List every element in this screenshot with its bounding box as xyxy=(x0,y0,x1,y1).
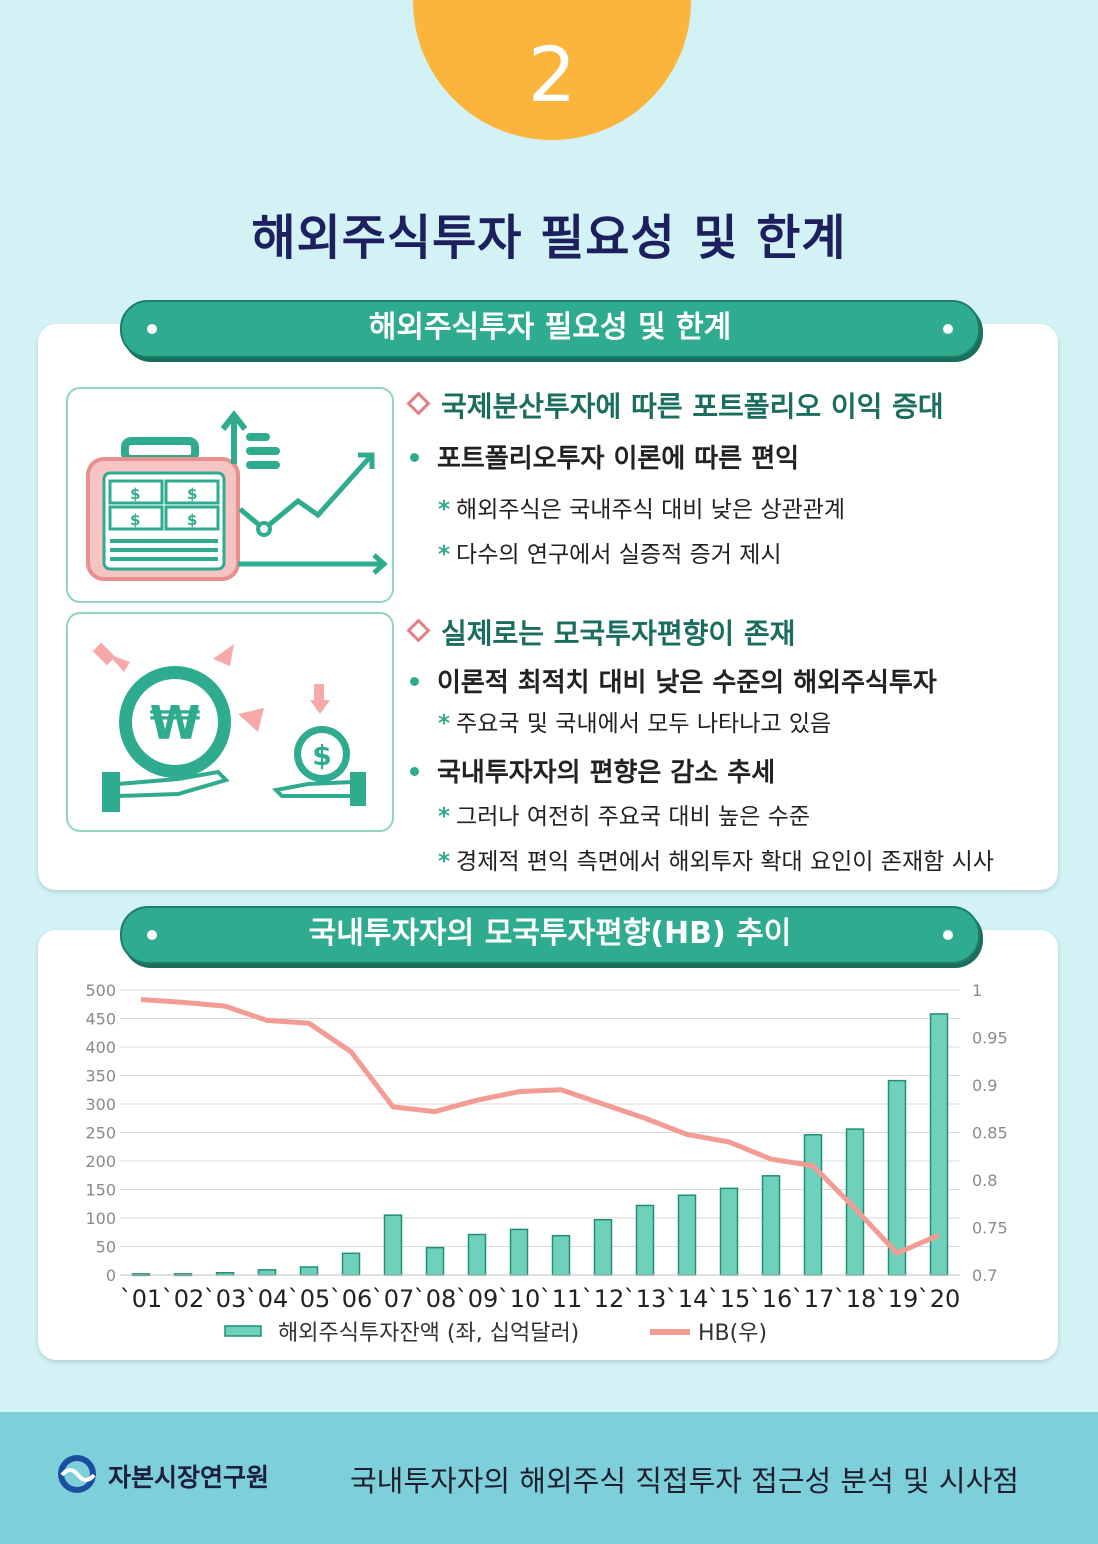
bar xyxy=(593,1218,613,1276)
x-axis-tick: `04 xyxy=(246,1285,289,1313)
bar xyxy=(425,1246,445,1276)
left-axis-tick: 500 xyxy=(85,981,116,1000)
bullet-dot-icon xyxy=(410,767,419,776)
block1-heading: 국제분산투자에 따른 포트폴리오 이익 증대 xyxy=(406,385,944,425)
x-axis-tick: `11 xyxy=(540,1285,583,1313)
block2-bullet-1: 이론적 최적치 대비 낮은 수준의 해외주식투자 xyxy=(410,662,937,699)
left-axis-tick: 50 xyxy=(96,1238,116,1257)
right-axis-tick: 0.9 xyxy=(972,1076,997,1095)
home-bias-illustration: ₩ $ xyxy=(66,612,394,832)
x-axis-tick: `01 xyxy=(120,1285,163,1313)
svg-text:$: $ xyxy=(187,485,197,503)
svg-text:$: $ xyxy=(187,511,197,529)
block2-sub-1: * 주요국 및 국내에서 모두 나타나고 있음 xyxy=(438,711,832,737)
block2-sub-3: * 경제적 편익 측면에서 해외투자 확대 요인이 존재함 시사 xyxy=(438,849,994,875)
right-axis-tick: 0.85 xyxy=(972,1124,1008,1143)
x-axis-tick: `06 xyxy=(330,1285,373,1313)
block2-heading: 실제로는 모국투자편향이 존재 xyxy=(406,612,795,652)
footer-bar xyxy=(0,1412,1098,1544)
left-axis-tick: 0 xyxy=(106,1266,116,1285)
left-axis-tick: 350 xyxy=(85,1067,116,1086)
x-axis-tick: `19 xyxy=(876,1285,919,1313)
x-axis-tick: `07 xyxy=(372,1285,415,1313)
block1-sub-1: * 해외주식은 국내주식 대비 낮은 상관관계 xyxy=(438,497,845,523)
left-axis-tick: 100 xyxy=(85,1209,116,1228)
x-axis-tick: `18 xyxy=(834,1285,877,1313)
bar xyxy=(803,1134,823,1276)
bar xyxy=(257,1269,277,1276)
left-axis-tick: 150 xyxy=(85,1181,116,1200)
bar xyxy=(635,1204,655,1276)
block2-sub-2: * 그러나 여전히 주요국 대비 높은 수준 xyxy=(438,804,810,830)
growth-arrow-icon xyxy=(220,410,388,575)
x-axis-tick: `03 xyxy=(204,1285,247,1313)
chart-ribbon: 국내투자자의 모국투자편향(HB) 추이 xyxy=(120,906,980,964)
x-axis-tick: `12 xyxy=(582,1285,625,1313)
bar xyxy=(761,1175,781,1276)
x-axis-tick: `13 xyxy=(624,1285,667,1313)
necessity-ribbon: 해외주식투자 필요성 및 한계 xyxy=(120,300,980,358)
block1-bullet: 포트폴리오투자 이론에 따른 편익 xyxy=(410,438,799,475)
hb-line xyxy=(140,997,940,1256)
institute-name: 자본시장연구원 xyxy=(108,1463,270,1492)
x-axis-tick: `20 xyxy=(918,1285,961,1313)
svg-text:$: $ xyxy=(130,485,140,503)
bar xyxy=(719,1187,739,1276)
right-axis-tick: 0.95 xyxy=(972,1029,1008,1048)
bar xyxy=(299,1266,319,1276)
left-axis-tick: 300 xyxy=(85,1095,116,1114)
bar xyxy=(467,1233,487,1276)
dollar-coin-icon: $ xyxy=(294,726,350,782)
x-axis-tick: `16 xyxy=(750,1285,793,1313)
left-axis-tick: 450 xyxy=(85,1010,116,1029)
bar xyxy=(677,1194,697,1276)
left-axis-tick: 200 xyxy=(85,1152,116,1171)
bar xyxy=(551,1234,571,1276)
x-axis-tick: `02 xyxy=(162,1285,205,1313)
block1-sub-2: * 다수의 연구에서 실증적 증거 제시 xyxy=(438,542,782,568)
institute-logo-icon xyxy=(58,1455,96,1493)
chart-ribbon-label: 국내투자자의 모국투자편향(HB) 추이 xyxy=(308,916,792,951)
left-axis-tick: 400 xyxy=(85,1038,116,1057)
right-axis-tick: 1 xyxy=(972,981,982,1000)
briefcase-icon: $ $ $ $ xyxy=(86,437,240,581)
legend-label-line: HB(우) xyxy=(698,1321,767,1346)
right-axis-tick: 0.8 xyxy=(972,1171,997,1190)
x-axis-tick: `17 xyxy=(792,1285,835,1313)
bar xyxy=(341,1252,361,1276)
won-coin-icon: ₩ xyxy=(119,666,231,778)
bullet-dot-icon xyxy=(410,453,419,462)
block2-bullet-2: 국내투자자의 편향은 감소 추세 xyxy=(410,752,775,789)
x-axis-tick: `09 xyxy=(456,1285,499,1313)
bar xyxy=(509,1228,529,1276)
legend-swatch-bar xyxy=(224,1325,262,1337)
x-axis-tick: `10 xyxy=(498,1285,541,1313)
x-axis-tick: `14 xyxy=(666,1285,709,1313)
svg-text:₩: ₩ xyxy=(150,696,201,750)
x-axis-tick: `15 xyxy=(708,1285,751,1313)
section-number: 2 xyxy=(527,30,577,119)
x-axis-tick: `08 xyxy=(414,1285,457,1313)
legend-label-bar: 해외주식투자잔액 (좌, 십억달러) xyxy=(278,1321,579,1346)
portfolio-illustration: $ $ $ $ xyxy=(66,387,394,603)
svg-text:$: $ xyxy=(130,511,140,529)
page-title: 해외주식투자 필요성 및 한계 xyxy=(251,210,847,266)
left-axis-tick: 250 xyxy=(85,1124,116,1143)
x-axis-tick: `05 xyxy=(288,1285,331,1313)
report-title: 국내투자자의 해외주식 직접투자 접근성 분석 및 시사점 xyxy=(350,1464,1019,1498)
bar xyxy=(383,1214,403,1276)
right-axis-tick: 0.75 xyxy=(972,1219,1008,1238)
svg-text:$: $ xyxy=(312,739,331,772)
necessity-ribbon-label: 해외주식투자 필요성 및 한계 xyxy=(368,310,732,345)
bullet-dot-icon xyxy=(410,677,419,686)
dollar-bill-icon: $ $ $ $ xyxy=(108,479,220,531)
hand-icon xyxy=(102,769,366,812)
right-axis-tick: 0.7 xyxy=(972,1266,997,1285)
